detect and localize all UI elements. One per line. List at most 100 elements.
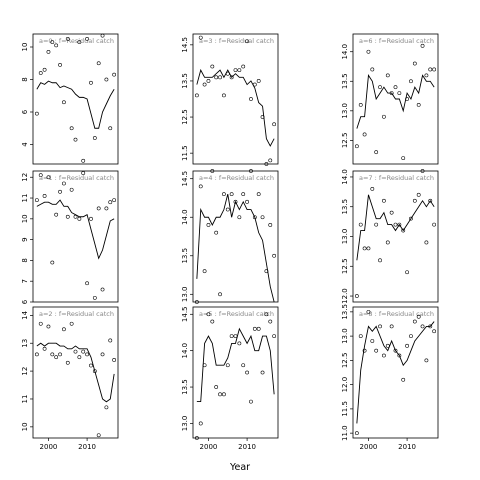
y-tick-label: 7	[21, 279, 29, 283]
data-point	[256, 192, 261, 197]
data-point	[89, 363, 93, 368]
data-point	[92, 136, 97, 140]
data-point	[233, 68, 238, 73]
data-point	[194, 436, 199, 440]
data-point	[100, 352, 105, 357]
series-line	[356, 321, 435, 424]
data-point	[92, 295, 97, 300]
data-point	[222, 192, 226, 197]
data-point	[198, 184, 203, 189]
data-point	[206, 79, 211, 83]
data-point	[354, 294, 359, 298]
data-point	[218, 292, 222, 297]
y-tick-label: 13.5	[341, 199, 349, 215]
data-point	[358, 334, 363, 339]
data-point	[69, 321, 74, 326]
data-point	[210, 169, 215, 173]
panel-frame	[192, 170, 279, 303]
data-point	[397, 353, 402, 358]
data-point	[393, 85, 398, 90]
data-point	[249, 169, 253, 173]
data-point	[241, 192, 246, 197]
data-point	[385, 343, 390, 348]
panel-5: a=7 : f=Residual catch 12.0 12.5 13.0 13.5 14…	[341, 169, 439, 304]
series-line	[36, 199, 115, 260]
data-point	[85, 36, 89, 41]
panel-frame	[352, 170, 439, 303]
data-point	[420, 169, 425, 173]
data-point	[34, 111, 39, 116]
y-tick-label: 11	[21, 395, 29, 404]
data-point	[260, 370, 265, 375]
data-point	[104, 206, 109, 211]
y-tick-label: 13.0	[341, 229, 349, 245]
data-point	[416, 314, 421, 319]
series-line	[196, 194, 275, 303]
data-point	[69, 187, 74, 192]
y-tick-label: 12.5	[341, 353, 349, 369]
data-point	[366, 309, 371, 314]
panel-title: a=3 : f=Residual catch	[199, 37, 274, 45]
data-point	[77, 40, 82, 45]
x-tick-label: 2000	[200, 443, 218, 451]
y-tick-label: 13.5	[181, 248, 189, 264]
data-point	[412, 319, 417, 324]
data-point	[401, 377, 406, 382]
data-point	[237, 341, 242, 346]
data-point	[264, 269, 269, 274]
data-point	[54, 212, 59, 217]
y-tick-label: 14	[21, 310, 29, 319]
data-point	[225, 71, 230, 76]
data-point	[89, 80, 93, 85]
data-point	[405, 97, 409, 101]
data-point	[362, 132, 367, 137]
data-point	[42, 67, 47, 72]
panel-title: a=2 : f=Residual catch	[39, 310, 114, 318]
y-tick-label: 13.0	[181, 286, 189, 302]
data-point	[428, 67, 433, 72]
panel-title: a=0 : f=Residual catch	[39, 37, 114, 45]
series-line	[36, 342, 115, 403]
panel-frame	[192, 33, 279, 165]
data-point	[416, 103, 421, 107]
data-point	[366, 246, 371, 251]
series-line	[196, 327, 275, 403]
data-point	[385, 240, 390, 245]
data-point	[358, 222, 363, 227]
data-point	[389, 91, 394, 95]
data-point	[382, 353, 386, 358]
data-point	[42, 194, 47, 198]
panel-title: a=6 : f=Residual catch	[359, 37, 434, 45]
x-tick-label: 2000	[40, 443, 58, 451]
data-point	[100, 287, 105, 292]
panel-8: a=8 : f=Residual catch 11.0 11.5 12.0 12.5 13…	[341, 304, 439, 451]
data-point	[389, 210, 394, 215]
data-point	[272, 334, 277, 339]
panel-0: a=0 : f=Residual catch 4 6 8 10	[21, 33, 119, 165]
data-point	[256, 326, 261, 331]
data-point	[108, 200, 113, 205]
data-point	[432, 67, 437, 72]
data-point	[89, 216, 93, 221]
data-point	[374, 150, 379, 155]
data-point	[210, 319, 215, 324]
data-point	[229, 75, 234, 80]
y-tick-label: 13	[21, 339, 29, 348]
panel-3: a=1 : f=Residual catch 6 7 8 9 10 11 12	[21, 170, 119, 304]
data-point	[409, 216, 413, 221]
data-point	[77, 216, 82, 221]
data-point	[245, 199, 249, 204]
series-line	[36, 80, 115, 129]
data-point	[252, 326, 257, 331]
data-point	[389, 324, 394, 329]
x-tick-label: 2010	[398, 443, 416, 451]
data-point	[428, 324, 433, 329]
data-point	[370, 186, 375, 191]
data-point	[397, 91, 402, 95]
data-point	[38, 321, 43, 326]
data-point	[198, 421, 203, 426]
data-point	[58, 62, 62, 67]
data-point	[81, 349, 86, 354]
data-point	[229, 192, 234, 197]
data-point	[420, 43, 425, 48]
